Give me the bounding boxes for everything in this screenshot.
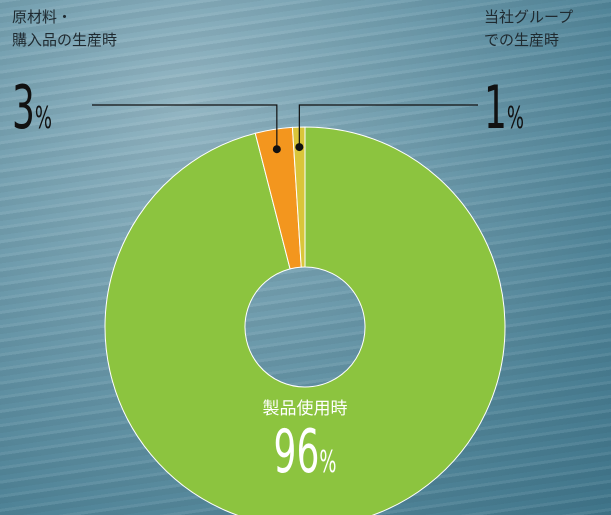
category-label: 原材料・ 購入品の生産時 bbox=[12, 6, 117, 52]
value-label: 96% bbox=[274, 422, 337, 482]
value-label: 3% bbox=[12, 78, 52, 138]
page: 製品使用時96%原材料・ 購入品の生産時3%当社グループ での生産時1% bbox=[0, 0, 611, 515]
leader-dot bbox=[295, 143, 303, 151]
leader-dot bbox=[273, 145, 281, 153]
value-label: 1% bbox=[484, 78, 524, 138]
category-label: 当社グループ での生産時 bbox=[484, 6, 573, 52]
